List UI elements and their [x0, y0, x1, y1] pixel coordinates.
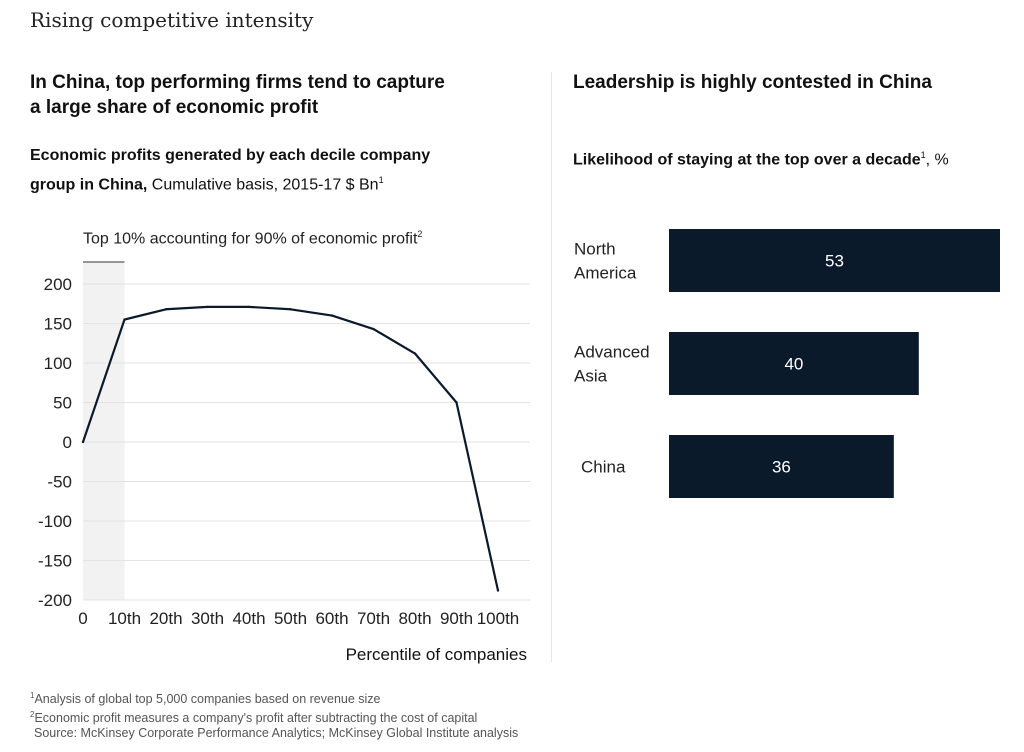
line-subtitle-footnote-ref: 1	[378, 175, 384, 185]
line-subtitle-bold-2: group in China,	[30, 176, 148, 194]
right-panel-heading: Leadership is highly contested in China	[573, 72, 932, 93]
profit-series-line	[81, 305, 500, 591]
x-tick-label: 70th	[357, 609, 390, 628]
page-title: Rising competitive intensity	[30, 8, 314, 32]
line-subtitle-regular: Cumulative basis, 2015-17 $ Bn	[147, 176, 379, 194]
x-tick-label: 40th	[232, 609, 265, 628]
x-tick-label: 80th	[398, 609, 431, 628]
annotation-footnote-ref: 2	[417, 229, 423, 239]
data-point	[455, 401, 458, 404]
category-label: China	[581, 458, 626, 477]
y-tick-label: -50	[47, 473, 72, 492]
data-point	[413, 352, 417, 355]
x-tick-label: 20th	[149, 609, 182, 628]
x-tick-label: 0	[78, 609, 87, 628]
source-note: Source: McKinsey Corporate Performance A…	[34, 726, 519, 741]
data-point	[496, 589, 500, 592]
bar	[669, 229, 1000, 292]
footnote-2: 2Economic profit measures a company's pr…	[30, 710, 478, 726]
bar-value-label: 53	[825, 252, 844, 271]
data-point	[372, 327, 375, 331]
y-tick-label: 150	[44, 315, 72, 334]
data-point	[247, 305, 251, 309]
data-point	[81, 440, 85, 444]
panel-divider	[551, 72, 552, 662]
data-point	[289, 308, 292, 311]
category-label: Advanced Asia	[574, 343, 650, 386]
bar-subtitle-regular: , %	[925, 151, 949, 169]
category-label: North America	[574, 240, 637, 283]
bar	[669, 435, 894, 498]
left-heading-line-2: a large share of economic profit	[30, 97, 319, 118]
data-point	[123, 318, 126, 321]
y-tick-label: -150	[38, 552, 72, 571]
y-tick-label: -100	[38, 512, 72, 531]
line-chart-subtitle: Economic profits generated by each decil…	[30, 143, 430, 197]
category-label-line: Advanced	[574, 343, 650, 362]
bar-value-label: 36	[772, 458, 791, 477]
x-tick-label: 90th	[440, 609, 473, 628]
bar-value-label: 40	[784, 355, 803, 374]
bar-chart: 53 North America 40 Advanced Asia 36 China	[574, 229, 1000, 498]
line-subtitle-bold-1: Economic profits generated by each decil…	[30, 147, 431, 164]
category-label-line: China	[581, 458, 626, 477]
data-point	[330, 314, 334, 317]
y-tick-label: 100	[44, 354, 72, 373]
data-point	[206, 305, 209, 309]
y-tick-label: -200	[38, 591, 72, 610]
y-tick-label: 0	[63, 433, 72, 452]
category-label-line: America	[574, 264, 637, 283]
bar-chart-subtitle: Likelihood of staying at the top over a …	[573, 143, 949, 172]
bar	[669, 332, 919, 395]
y-tick-label: 200	[44, 275, 72, 294]
line-chart: 200 150 100 50 0 -50 -100 -150 -200 0 10th 20th 30th…	[38, 261, 530, 664]
top-decile-annotation: Top 10% accounting for 90% of economic p…	[83, 229, 422, 248]
left-heading-line-1: In China, top performing firms tend to c…	[30, 72, 445, 93]
category-label-line: Asia	[574, 367, 608, 386]
bar-subtitle-footnote-ref: 1	[920, 150, 926, 160]
x-tick-label: 50th	[274, 609, 307, 628]
x-axis-title: Percentile of companies	[346, 645, 527, 664]
y-tick-label: 50	[53, 394, 72, 413]
x-tick-label: 10th	[108, 609, 141, 628]
footnotes: 1Analysis of global top 5,000 companies …	[30, 688, 518, 741]
x-tick-label: 60th	[315, 609, 348, 628]
data-point	[164, 308, 168, 311]
x-tick-label: 30th	[191, 609, 224, 628]
bar-subtitle-bold: Likelihood of staying at the top over a …	[573, 151, 921, 169]
category-label-line: North	[574, 240, 616, 259]
left-panel-heading: In China, top performing firms tend to c…	[30, 70, 445, 120]
annotation-text: Top 10% accounting for 90% of economic p…	[83, 230, 418, 248]
top-decile-highlight-band	[83, 262, 125, 600]
footnote-1: 1Analysis of global top 5,000 companies …	[30, 691, 381, 707]
x-tick-label: 100th	[477, 609, 520, 628]
